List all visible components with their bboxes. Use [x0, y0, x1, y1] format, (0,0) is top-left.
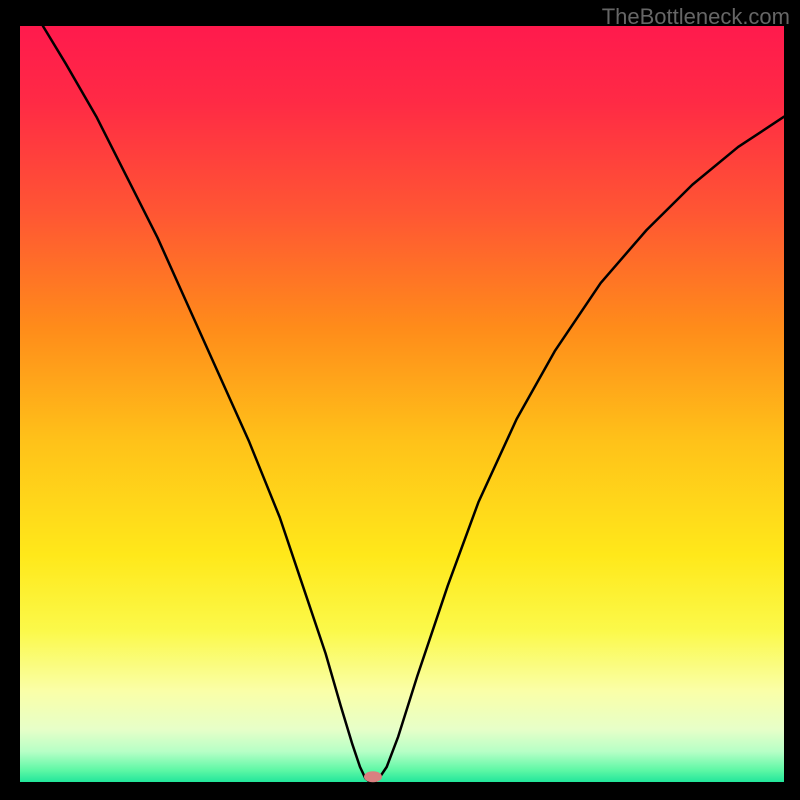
plot-area: [20, 26, 784, 782]
watermark-text: TheBottleneck.com: [602, 4, 790, 30]
valley-marker: [364, 771, 382, 782]
bottleneck-chart: [0, 0, 800, 800]
chart-container: TheBottleneck.com: [0, 0, 800, 800]
